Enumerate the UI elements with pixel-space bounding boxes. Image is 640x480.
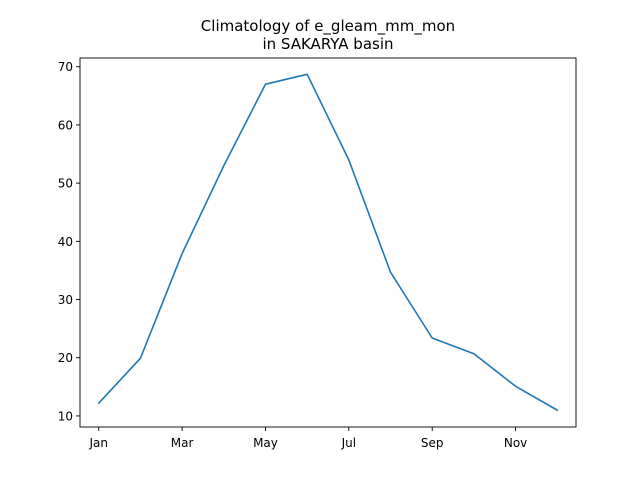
x-tick-label: Mar xyxy=(171,436,194,450)
plot-area: 10 20 30 40 50 60 70 Jan Mar May Jul Sep Nov xyxy=(58,60,559,450)
x-tick-label: Nov xyxy=(504,436,527,450)
y-tick-label: 50 xyxy=(58,177,73,191)
y-tick-label: 20 xyxy=(58,351,73,365)
x-tick-label: Sep xyxy=(421,436,444,450)
x-tick-label: May xyxy=(253,436,278,450)
series-line xyxy=(97,73,559,412)
chart-title-line2: in SAKARYA basin xyxy=(262,35,393,53)
y-tick-label: 70 xyxy=(58,60,73,74)
x-tick-label: Jul xyxy=(341,436,356,450)
y-tick-label: 40 xyxy=(58,235,73,249)
y-tick-label: 10 xyxy=(58,409,73,423)
x-tick-label: Jan xyxy=(89,436,109,450)
axes-frame xyxy=(79,57,577,428)
y-tick-label: 60 xyxy=(58,118,73,132)
y-tick-label: 30 xyxy=(58,293,73,307)
chart-title-line1: Climatology of e_gleam_mm_mon xyxy=(201,17,455,36)
